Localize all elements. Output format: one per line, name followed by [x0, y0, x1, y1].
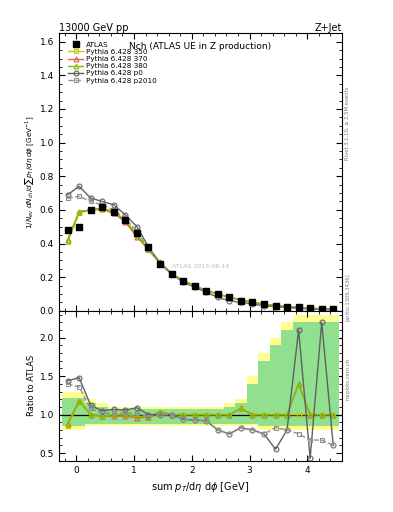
Text: [arXiv:1306.3436]: [arXiv:1306.3436] [345, 273, 350, 321]
Text: mcplots.cern.ch: mcplots.cern.ch [345, 358, 350, 400]
Text: Nch (ATLAS UE in Z production): Nch (ATLAS UE in Z production) [129, 41, 272, 51]
Legend: ATLAS, Pythia 6.428 350, Pythia 6.428 370, Pythia 6.428 380, Pythia 6.428 p0, Py: ATLAS, Pythia 6.428 350, Pythia 6.428 37… [65, 39, 159, 86]
Text: Z+Jet: Z+Jet [314, 23, 342, 32]
Text: Rivet 3.1.10, ≥ 2.5M events: Rivet 3.1.10, ≥ 2.5M events [345, 86, 350, 160]
Text: 13000 GeV pp: 13000 GeV pp [59, 23, 129, 32]
Y-axis label: Ratio to ATLAS: Ratio to ATLAS [27, 355, 35, 416]
X-axis label: sum $p_T$/d$\eta$ d$\phi$ [GeV]: sum $p_T$/d$\eta$ d$\phi$ [GeV] [151, 480, 250, 494]
Y-axis label: $1/N_{ev}$ $dN_{ch}/d\sum p_T/d\eta\,d\phi$ [GeV$^{-1}$]: $1/N_{ev}$ $dN_{ch}/d\sum p_T/d\eta\,d\p… [23, 115, 35, 229]
Text: ATLAS 2013-06-14: ATLAS 2013-06-14 [172, 264, 229, 269]
